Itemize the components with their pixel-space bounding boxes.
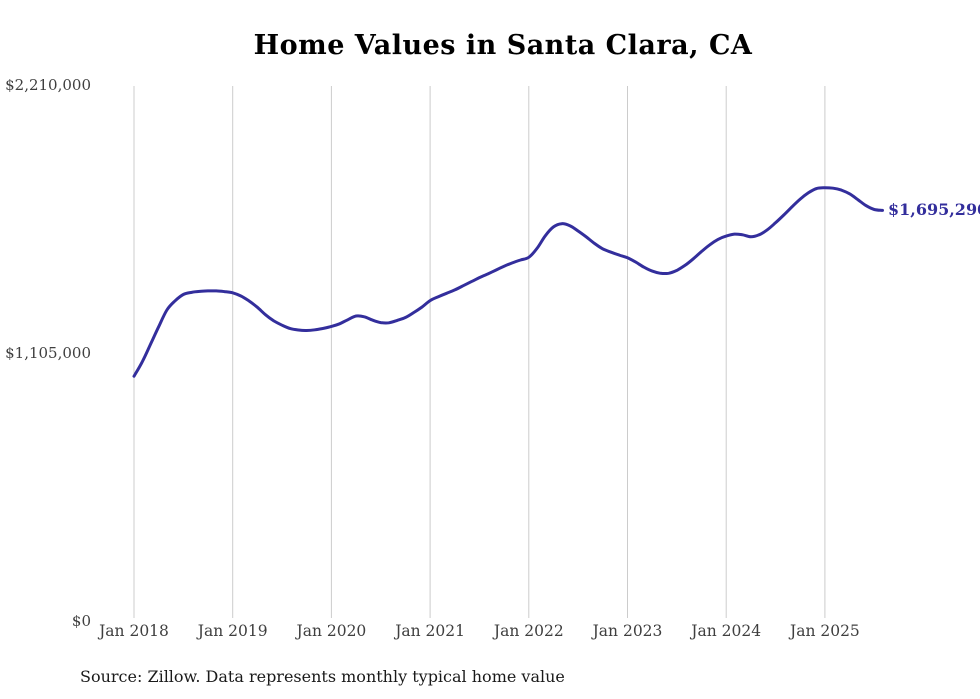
- x-tick-label: Jan 2023: [592, 622, 663, 640]
- source-note: Source: Zillow. Data represents monthly …: [80, 667, 565, 686]
- x-tick-label: Jan 2018: [99, 622, 169, 640]
- y-tick-label-mid: $1,105,000: [5, 344, 91, 362]
- chart-title: Home Values in Santa Clara, CA: [253, 30, 753, 61]
- x-tick-label: Jan 2025: [789, 622, 860, 640]
- x-tick-label: Jan 2021: [395, 622, 465, 640]
- x-tick-label: Jan 2024: [691, 622, 762, 640]
- x-tick-label: Jan 2022: [493, 622, 564, 640]
- y-tick-label-zero: $0: [71, 612, 91, 630]
- gridlines: [133, 86, 826, 618]
- latest-value-label: $1,695,290: [888, 200, 980, 219]
- home-value-line: [132, 186, 884, 378]
- x-tick-label: Jan 2019: [197, 622, 268, 640]
- y-tick-label-max: $2,210,000: [5, 76, 91, 94]
- x-tick-label: Jan 2020: [296, 622, 367, 640]
